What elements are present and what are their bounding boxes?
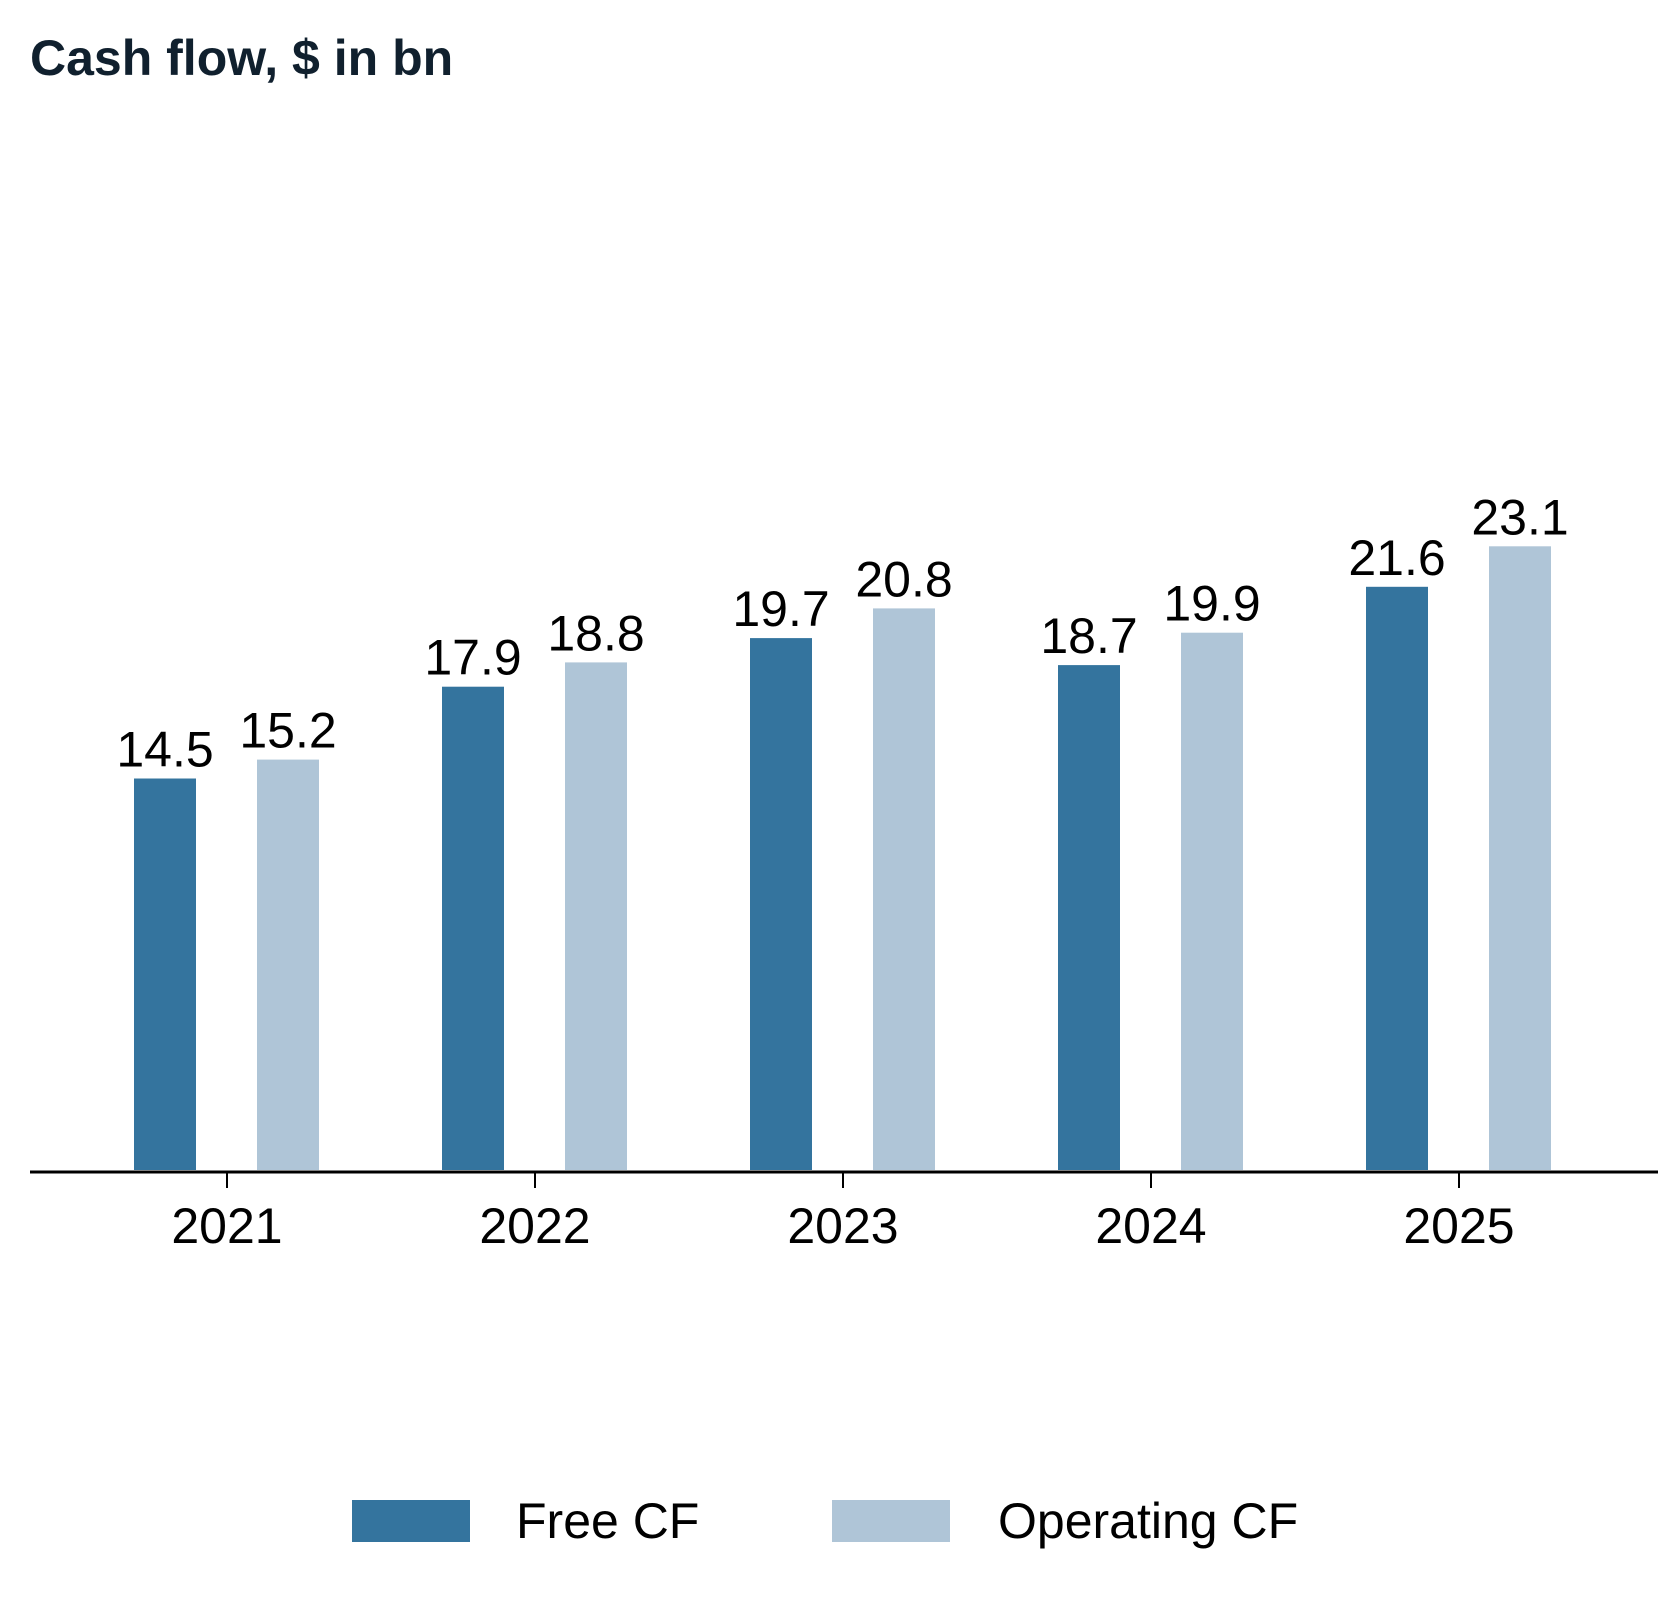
bar-free-cf-2022 xyxy=(442,686,504,1170)
legend: Free CF Operating CF xyxy=(352,1493,1298,1549)
x-tick-label-2021: 2021 xyxy=(171,1198,282,1254)
value-label-free-cf-2023: 19.7 xyxy=(732,581,829,637)
x-axis-ticks: 2021 2022 2023 2024 2025 xyxy=(171,1172,1515,1254)
value-labels-layer: 14.5 15.2 17.9 18.8 19.7 20.8 18.7 19.9 21.6 23.1 xyxy=(116,489,1568,777)
legend-label-free-cf: Free CF xyxy=(516,1493,699,1549)
value-label-free-cf-2021: 14.5 xyxy=(116,722,213,778)
value-label-operating-cf-2022: 18.8 xyxy=(547,605,644,661)
bar-free-cf-2025 xyxy=(1366,586,1428,1170)
x-tick-label-2024: 2024 xyxy=(1095,1198,1206,1254)
bar-operating-cf-2021 xyxy=(257,759,319,1170)
x-tick-label-2025: 2025 xyxy=(1403,1198,1514,1254)
legend-swatch-operating-cf xyxy=(832,1500,950,1542)
value-label-operating-cf-2025: 23.1 xyxy=(1471,489,1568,545)
value-label-operating-cf-2024: 19.9 xyxy=(1163,576,1260,632)
bar-operating-cf-2024 xyxy=(1181,632,1243,1170)
bar-free-cf-2024 xyxy=(1058,665,1120,1170)
value-label-free-cf-2025: 21.6 xyxy=(1348,530,1445,586)
value-label-free-cf-2024: 18.7 xyxy=(1040,608,1137,664)
x-tick-label-2022: 2022 xyxy=(479,1198,590,1254)
bar-operating-cf-2023 xyxy=(873,608,935,1170)
value-label-operating-cf-2023: 20.8 xyxy=(855,551,952,607)
legend-label-operating-cf: Operating CF xyxy=(998,1493,1298,1549)
value-label-free-cf-2022: 17.9 xyxy=(424,630,521,686)
legend-swatch-free-cf xyxy=(352,1500,470,1542)
bar-operating-cf-2022 xyxy=(565,662,627,1170)
value-label-operating-cf-2021: 15.2 xyxy=(239,703,336,759)
bar-free-cf-2021 xyxy=(134,778,196,1170)
bar-operating-cf-2025 xyxy=(1489,546,1551,1170)
bar-free-cf-2023 xyxy=(750,638,812,1170)
chart-title: Cash flow, $ in bn xyxy=(30,30,453,86)
bars-layer xyxy=(134,546,1551,1170)
x-tick-label-2023: 2023 xyxy=(787,1198,898,1254)
